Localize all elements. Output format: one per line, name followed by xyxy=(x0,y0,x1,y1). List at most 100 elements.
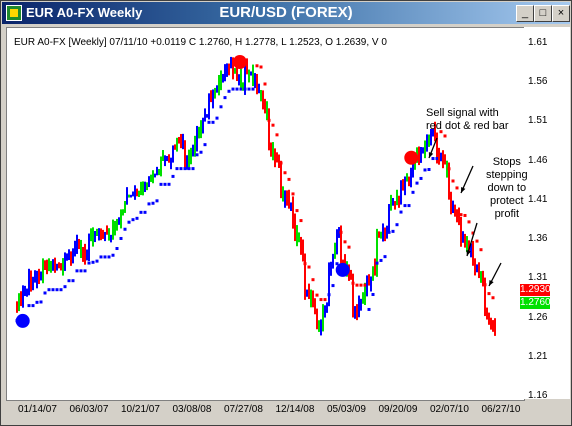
chart-heading: EUR/USD (FOREX) xyxy=(219,4,353,21)
annotation-line: red dot & red bar xyxy=(426,120,509,132)
stop-dot xyxy=(415,181,419,185)
stop-dot xyxy=(195,153,199,157)
stop-dot xyxy=(379,258,383,262)
close-button[interactable]: × xyxy=(552,5,570,22)
annotation-arrow xyxy=(466,222,478,257)
x-tick-label: 05/03/09 xyxy=(327,404,366,415)
stop-dot xyxy=(67,279,71,283)
stop-dot xyxy=(287,177,291,181)
stop-dot xyxy=(483,283,487,287)
stop-dot xyxy=(347,245,351,249)
price-axis xyxy=(524,27,570,399)
annotation-line: Sell signal with xyxy=(426,107,499,119)
stop-dot xyxy=(171,174,175,178)
stop-dot xyxy=(311,278,315,282)
x-tick-label: 10/21/07 xyxy=(121,404,160,415)
stop-dot xyxy=(439,130,443,134)
stop-dot xyxy=(391,229,395,233)
stop-dot xyxy=(215,116,219,120)
stop-dot xyxy=(271,123,275,127)
stop-dot xyxy=(163,182,167,186)
stop-dot xyxy=(143,210,147,214)
y-tick-label: 1.36 xyxy=(528,233,548,245)
last-price-tag-green: 1.2760 xyxy=(520,297,551,309)
stop-dot xyxy=(119,236,123,240)
stop-dot xyxy=(479,248,483,252)
stop-dot xyxy=(251,87,255,91)
x-tick-label: 06/27/10 xyxy=(481,404,521,415)
stop-dot xyxy=(175,167,179,171)
stop-dot xyxy=(359,283,363,287)
stop-dot xyxy=(443,134,447,138)
y-tick-label: 1.21 xyxy=(528,350,548,362)
last-price-tag-red: 1.2930 xyxy=(520,284,551,296)
stop-dot xyxy=(343,240,347,244)
stop-dot xyxy=(103,255,107,259)
plot-area[interactable] xyxy=(6,27,525,401)
annotation-arrowhead xyxy=(461,187,466,193)
stop-dot xyxy=(303,262,307,266)
stop-dot xyxy=(59,288,63,292)
stop-dot xyxy=(55,288,59,292)
stops-annotation: Stops stepping down to protect profit xyxy=(486,156,528,221)
stop-dot xyxy=(151,201,155,205)
stop-dot xyxy=(375,261,379,265)
y-tick-label: 1.31 xyxy=(528,272,548,284)
stop-dot xyxy=(351,281,355,285)
stop-dot xyxy=(475,239,479,243)
stop-dot xyxy=(235,87,239,91)
stop-dot xyxy=(99,255,103,259)
stop-dot xyxy=(179,167,183,171)
annotation-line: profit xyxy=(494,208,520,220)
stop-dot xyxy=(127,220,131,224)
minimize-button[interactable]: _ xyxy=(516,5,534,22)
stop-dot xyxy=(35,300,39,304)
stop-dot xyxy=(63,285,67,289)
stop-dot xyxy=(135,216,139,220)
stop-dot xyxy=(323,298,327,302)
stop-dot xyxy=(51,288,55,292)
title-bar[interactable]: EUR A0-FX Weekly EUR/USD (FOREX) _ □ × xyxy=(2,2,570,24)
stop-dot xyxy=(139,210,143,214)
stop-dot xyxy=(315,293,319,297)
stop-dot xyxy=(491,296,495,300)
y-tick-label: 1.16 xyxy=(528,390,548,401)
stop-dot xyxy=(471,231,475,235)
stop-dot xyxy=(247,87,251,91)
stop-dot xyxy=(95,259,99,263)
x-tick-label: 03/08/08 xyxy=(172,404,212,415)
y-tick-label: 1.56 xyxy=(528,76,548,88)
signal-marker xyxy=(15,313,30,328)
stop-dot xyxy=(231,87,235,91)
y-tick-label: 1.41 xyxy=(528,193,548,205)
stop-dot xyxy=(339,230,343,234)
stop-dot xyxy=(47,288,51,292)
stop-dot xyxy=(79,269,83,273)
stop-dot xyxy=(431,157,435,161)
stop-dot xyxy=(275,133,279,137)
stop-dot xyxy=(403,204,407,208)
stop-dot xyxy=(223,96,227,100)
stop-dot xyxy=(167,182,171,186)
stop-dot xyxy=(327,293,331,297)
stop-dot xyxy=(203,143,207,147)
stop-dot xyxy=(111,253,115,257)
maximize-button[interactable]: □ xyxy=(534,5,552,22)
stop-dot xyxy=(263,82,267,86)
stop-dot xyxy=(383,255,387,259)
x-tick-label: 01/14/07 xyxy=(18,404,57,415)
stop-dot xyxy=(219,105,223,109)
stop-dot xyxy=(427,168,431,172)
stop-dot xyxy=(407,204,411,208)
x-tick-label: 02/07/10 xyxy=(430,404,469,415)
annotation-line: protect xyxy=(489,195,524,207)
stop-dot xyxy=(367,307,371,311)
stop-dot xyxy=(123,227,127,231)
stop-dot xyxy=(159,182,163,186)
stop-dot xyxy=(291,192,295,196)
stop-dot xyxy=(87,261,91,265)
price-chart xyxy=(15,55,502,336)
x-tick-label: 06/03/07 xyxy=(69,404,109,415)
signal-marker xyxy=(232,55,247,70)
stop-dot xyxy=(259,65,263,69)
